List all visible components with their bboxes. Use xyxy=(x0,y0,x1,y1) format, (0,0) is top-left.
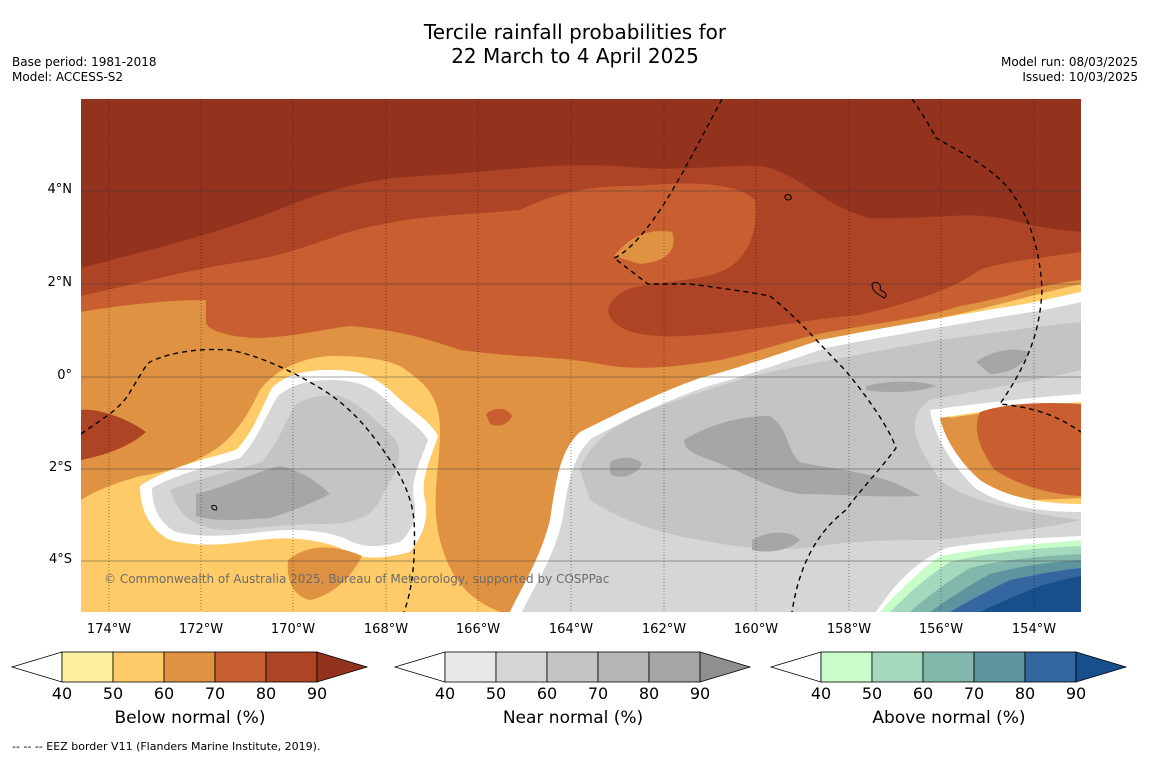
colorbar-title-below-normal: Below normal (%) xyxy=(114,708,266,728)
above-normal-90-region xyxy=(980,576,1081,612)
below-normal-patch-d xyxy=(614,231,674,264)
map-title-line1: Tercile rainfall probabilities for xyxy=(423,20,727,44)
colorbar-segment xyxy=(61,651,114,683)
longitude-label: 168°W xyxy=(363,622,409,637)
colorbar-tick: 80 xyxy=(255,684,277,703)
colorbar-segment xyxy=(597,651,650,683)
colorbar-tick: 70 xyxy=(587,684,609,703)
colorbar-segment xyxy=(495,651,548,683)
model-text: Model: ACCESS-S2 xyxy=(12,70,124,84)
longitude-label: 174°W xyxy=(86,622,132,637)
model-run-text: Model run: 08/03/2025 xyxy=(1000,55,1138,69)
island-outline xyxy=(211,505,218,511)
near-normal-central-80-region-c xyxy=(752,532,800,552)
longitude-label: 160°W xyxy=(733,622,779,637)
colorbar-tick: 90 xyxy=(1065,684,1087,703)
colorbar-segment xyxy=(265,651,318,683)
near-normal-central-80-region-b xyxy=(976,349,1030,374)
colorbar-segment xyxy=(1024,651,1077,683)
colorbar-segment xyxy=(163,651,216,683)
colorbar-high-arrow xyxy=(1075,651,1128,683)
latitude-label: 4°N xyxy=(47,182,73,197)
colorbar-segment xyxy=(922,651,975,683)
colorbar-tick: 40 xyxy=(810,684,832,703)
longitude-label: 164°W xyxy=(548,622,594,637)
colorbar-tick: 70 xyxy=(204,684,226,703)
colorbar-low-arrow xyxy=(769,651,822,683)
copyright-text: © Commonwealth of Australia 2025, Bureau… xyxy=(104,572,610,586)
colorbar-segment xyxy=(820,651,873,683)
colorbar-tick: 40 xyxy=(434,684,456,703)
near-normal-central-80-region-d xyxy=(866,381,936,393)
issued-text: Issued: 10/03/2025 xyxy=(1022,70,1138,84)
colorbar-segment xyxy=(546,651,599,683)
eez-border-lines xyxy=(81,99,1081,612)
below-normal-patch-c xyxy=(390,223,496,252)
colorbar-title-near-normal: Near normal (%) xyxy=(502,708,644,728)
near-normal-80-region xyxy=(196,466,330,520)
longitude-label: 172°W xyxy=(178,622,224,637)
colorbar-low-arrow xyxy=(393,651,446,683)
colorbar-legends xyxy=(10,651,1128,683)
colorbar-high-arrow xyxy=(316,651,369,683)
colorbar-segment xyxy=(214,651,267,683)
latitude-label: 0° xyxy=(57,368,72,383)
colorbar-low-arrow xyxy=(10,651,63,683)
near-normal-central-80-region xyxy=(684,416,920,497)
colorbar-title-above-normal: Above normal (%) xyxy=(872,708,1026,728)
below-normal-patch-a xyxy=(287,547,362,600)
longitude-label: 156°W xyxy=(918,622,964,637)
colorbar-segment xyxy=(444,651,497,683)
near-normal-central-70-region xyxy=(580,322,1081,549)
latitude-label: 2°S xyxy=(48,460,72,475)
longitude-label: 170°W xyxy=(270,622,316,637)
latitude-label: 2°N xyxy=(47,275,73,290)
colorbar-tick: 70 xyxy=(963,684,985,703)
longitude-label: 166°W xyxy=(455,622,501,637)
map-title-line2: 22 March to 4 April 2025 xyxy=(451,44,699,68)
below-normal-patch-e xyxy=(976,402,1081,496)
near-normal-central-80-region-e xyxy=(610,457,642,477)
colorbar-tick: 60 xyxy=(912,684,934,703)
longitude-label: 154°W xyxy=(1011,622,1057,637)
colorbar-tick: 90 xyxy=(306,684,328,703)
colorbar-tick: 60 xyxy=(536,684,558,703)
longitude-label: 158°W xyxy=(826,622,872,637)
colorbar-tick: 40 xyxy=(51,684,73,703)
colorbar-tick: 80 xyxy=(638,684,660,703)
colorbar-tick: 80 xyxy=(1014,684,1036,703)
colorbar-tick: 60 xyxy=(153,684,175,703)
colorbar-below-normal xyxy=(10,651,369,683)
below-normal-patch-b xyxy=(486,408,512,426)
colorbar-near-normal xyxy=(393,651,752,683)
eez-border-footnote: -- -- -- EEZ border V11 (Flanders Marine… xyxy=(12,740,321,753)
colorbar-high-arrow xyxy=(699,651,752,683)
longitude-label: 162°W xyxy=(641,622,687,637)
colorbar-segment xyxy=(648,651,701,683)
colorbar-segment xyxy=(871,651,924,683)
colorbar-tick: 50 xyxy=(485,684,507,703)
colorbar-tick: 90 xyxy=(689,684,711,703)
colorbar-above-normal xyxy=(769,651,1128,683)
base-period-text: Base period: 1981-2018 xyxy=(12,55,157,69)
colorbar-tick: 50 xyxy=(861,684,883,703)
colorbar-segment xyxy=(112,651,165,683)
island-outline xyxy=(871,281,887,299)
island-outline xyxy=(784,194,792,201)
colorbar-tick: 50 xyxy=(102,684,124,703)
latitude-gridlines xyxy=(81,190,1081,562)
colorbar-segment xyxy=(973,651,1026,683)
latitude-label: 4°S xyxy=(48,552,72,567)
